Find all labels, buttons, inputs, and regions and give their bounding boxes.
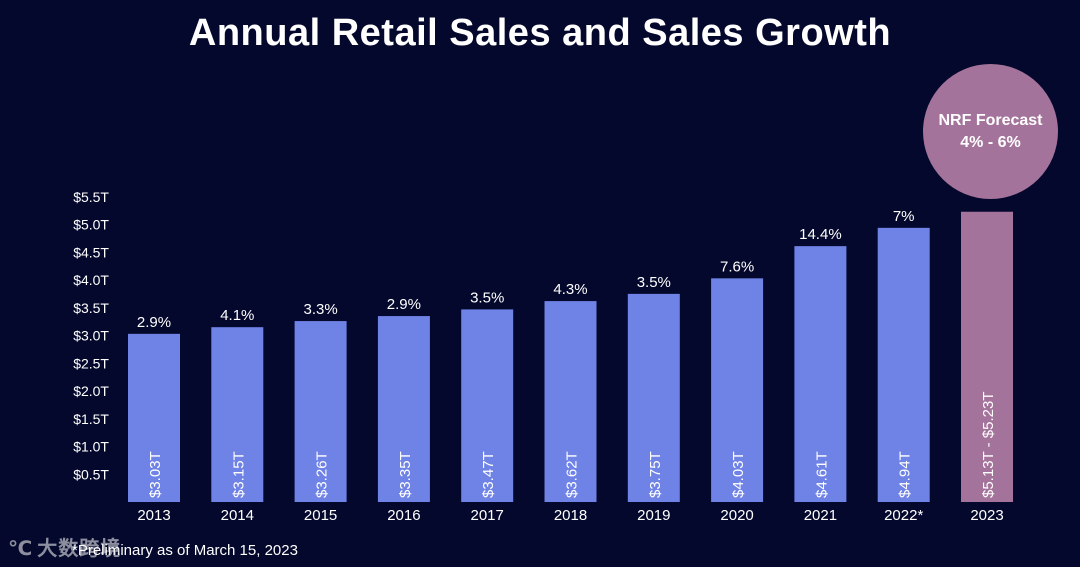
bar-value-label: $3.15T [230,451,247,498]
bar [794,246,847,502]
bar-value-label: $3.26T [314,451,331,498]
bar [211,327,264,502]
y-tick-label: $5.5T [73,189,109,205]
bar [877,227,930,502]
y-tick-label: $1.0T [73,439,109,455]
bar-value-label: $4.94T [897,451,914,498]
nrf-forecast-bubble: NRF Forecast 4% - 6% [923,64,1058,199]
x-tick-label: 2018 [554,507,587,524]
watermark-text: 大数跨境 [37,538,122,560]
bar-value-label: $4.03T [730,451,747,498]
bar-value-label: $3.62T [564,451,581,498]
y-tick-label: $2.0T [73,383,109,399]
growth-label: 3.5% [470,289,504,306]
x-tick-label: 2014 [221,507,254,524]
y-tick-label: $3.5T [73,300,109,316]
growth-label: 14.4% [799,226,842,243]
growth-label: 7.6% [720,258,754,275]
y-tick-label: $2.5T [73,355,109,371]
x-tick-label: 2016 [387,507,420,524]
bar [377,316,430,502]
x-tick-label: 2013 [137,507,170,524]
y-tick-label: $4.5T [73,244,109,260]
growth-label: 3.3% [303,301,337,318]
growth-label: 2.9% [387,296,421,313]
bar-value-label: $3.03T [147,451,164,498]
bar-value-label: $3.47T [480,451,497,498]
forecast-heading: NRF Forecast [938,111,1043,129]
bar [128,333,180,502]
bar [461,309,514,502]
x-tick-label: 2020 [720,507,753,524]
chart-title: Annual Retail Sales and Sales Growth [188,12,892,54]
growth-label: 4.1% [220,307,254,324]
bar [711,278,764,502]
watermark: ℃ 大数跨境 [8,532,121,561]
growth-label: 4.3% [553,281,587,298]
forecast-bar [961,211,1013,503]
forecast-range: 4% - 6% [960,133,1021,151]
bar-value-label: $3.75T [647,451,664,498]
y-tick-label: $1.5T [73,411,109,427]
x-tick-label: 2023 [970,507,1003,524]
y-tick-label: $5.0T [73,217,109,233]
bar-value-label: $5.13T - $5.23T [980,392,997,498]
x-tick-label: 2019 [637,507,670,524]
growth-label: 2.9% [137,314,171,331]
y-tick-label: $3.0T [73,328,109,344]
growth-label: 7% [893,208,915,225]
bar [294,321,347,502]
x-tick-label: 2017 [471,507,504,524]
bar [544,301,597,502]
x-tick-label: 2015 [304,507,337,524]
y-tick-label: $0.5T [73,466,109,482]
x-tick-label: 2022* [884,507,923,524]
watermark-logo-icon: ℃ [8,538,34,560]
x-tick-label: 2021 [804,507,837,524]
growth-label: 3.5% [637,274,671,291]
footnote: *Preliminary as of March 15, 2023 [72,542,298,559]
bar-value-label: $3.35T [397,451,414,498]
bar [627,293,680,502]
bar-value-label: $4.61T [813,451,830,498]
y-tick-label: $4.0T [73,272,109,288]
